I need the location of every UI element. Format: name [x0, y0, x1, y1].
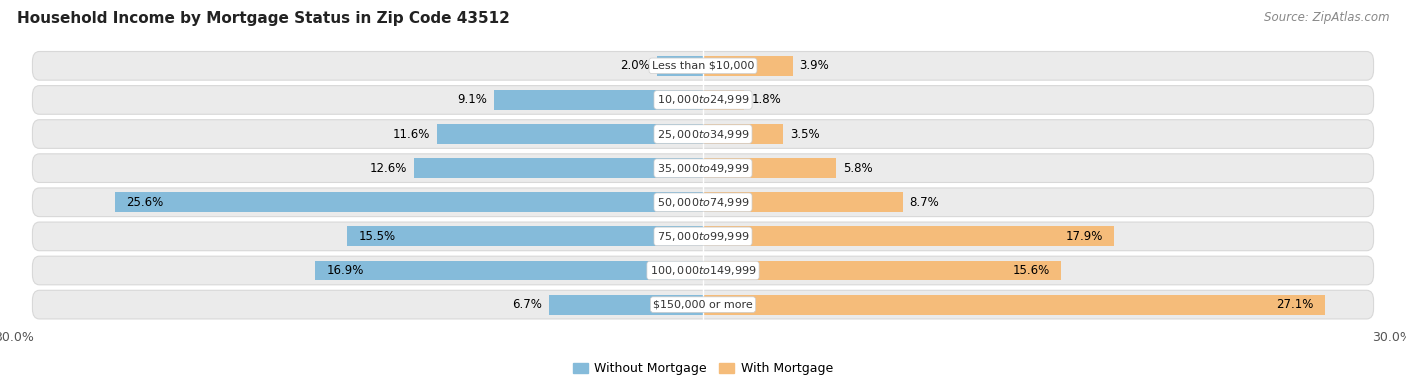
Text: 17.9%: 17.9% — [1066, 230, 1102, 243]
Text: 6.7%: 6.7% — [512, 298, 543, 311]
Bar — [703, 226, 1114, 246]
Text: 1.8%: 1.8% — [751, 93, 780, 107]
Bar — [703, 56, 793, 76]
Text: 25.6%: 25.6% — [127, 196, 165, 209]
Text: 3.5%: 3.5% — [790, 127, 820, 141]
Bar — [703, 192, 903, 212]
Text: Source: ZipAtlas.com: Source: ZipAtlas.com — [1264, 11, 1389, 24]
FancyBboxPatch shape — [32, 222, 1374, 251]
Bar — [494, 90, 703, 110]
Text: 9.1%: 9.1% — [457, 93, 486, 107]
Bar — [703, 124, 783, 144]
Bar — [550, 295, 703, 314]
Bar — [703, 158, 837, 178]
Text: $75,000 to $99,999: $75,000 to $99,999 — [657, 230, 749, 243]
Text: 15.5%: 15.5% — [359, 230, 395, 243]
Text: $35,000 to $49,999: $35,000 to $49,999 — [657, 162, 749, 175]
Text: $150,000 or more: $150,000 or more — [654, 300, 752, 310]
Bar — [115, 192, 703, 212]
FancyBboxPatch shape — [32, 188, 1374, 217]
Text: 2.0%: 2.0% — [620, 59, 650, 72]
Text: 16.9%: 16.9% — [326, 264, 364, 277]
Bar — [703, 90, 744, 110]
Legend: Without Mortgage, With Mortgage: Without Mortgage, With Mortgage — [568, 357, 838, 378]
Text: $100,000 to $149,999: $100,000 to $149,999 — [650, 264, 756, 277]
Bar — [437, 124, 703, 144]
FancyBboxPatch shape — [32, 51, 1374, 80]
Bar — [703, 295, 1326, 314]
Text: 27.1%: 27.1% — [1277, 298, 1313, 311]
Bar — [413, 158, 703, 178]
Text: 12.6%: 12.6% — [370, 162, 406, 175]
FancyBboxPatch shape — [32, 120, 1374, 149]
Bar — [657, 56, 703, 76]
Text: 11.6%: 11.6% — [392, 127, 430, 141]
FancyBboxPatch shape — [32, 256, 1374, 285]
FancyBboxPatch shape — [32, 290, 1374, 319]
Text: $50,000 to $74,999: $50,000 to $74,999 — [657, 196, 749, 209]
Text: $10,000 to $24,999: $10,000 to $24,999 — [657, 93, 749, 107]
Text: $25,000 to $34,999: $25,000 to $34,999 — [657, 127, 749, 141]
Bar — [347, 226, 703, 246]
Text: 3.9%: 3.9% — [800, 59, 830, 72]
Text: Household Income by Mortgage Status in Zip Code 43512: Household Income by Mortgage Status in Z… — [17, 11, 510, 26]
Text: 5.8%: 5.8% — [844, 162, 873, 175]
Text: Less than $10,000: Less than $10,000 — [652, 61, 754, 71]
FancyBboxPatch shape — [32, 85, 1374, 114]
Text: 8.7%: 8.7% — [910, 196, 939, 209]
Text: 15.6%: 15.6% — [1012, 264, 1050, 277]
Bar — [703, 260, 1062, 280]
Bar — [315, 260, 703, 280]
FancyBboxPatch shape — [32, 154, 1374, 183]
